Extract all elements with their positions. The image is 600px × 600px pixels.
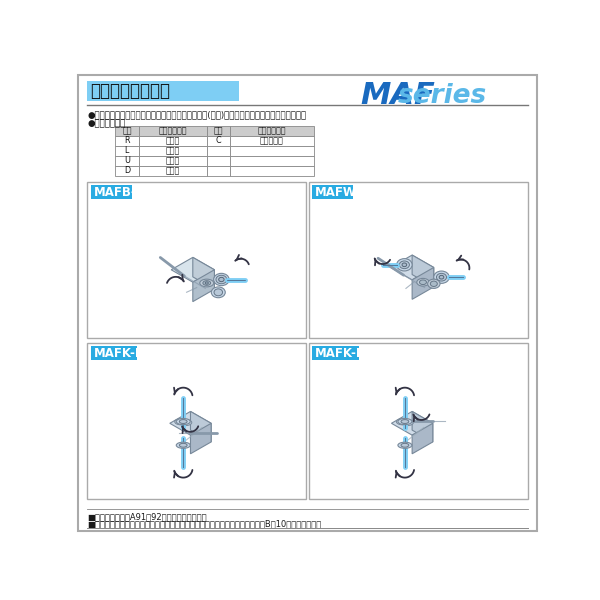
- Ellipse shape: [203, 281, 211, 286]
- Bar: [207, 166, 230, 176]
- Bar: [230, 136, 314, 146]
- Ellipse shape: [218, 277, 224, 281]
- Bar: [115, 156, 139, 166]
- Ellipse shape: [200, 279, 214, 287]
- Ellipse shape: [428, 279, 440, 289]
- Text: 左　側: 左 側: [166, 146, 180, 155]
- Text: 右　側: 右 側: [166, 136, 180, 145]
- Text: ●軸配置は入力軸またはモータを手前にして出力軸(青色)の出ている方向で決定して下さい。: ●軸配置は入力軸またはモータを手前にして出力軸(青色)の出ている方向で決定して下…: [88, 110, 307, 119]
- Bar: [88, 343, 306, 499]
- Polygon shape: [412, 412, 433, 442]
- Ellipse shape: [179, 443, 187, 447]
- Bar: [312, 185, 353, 199]
- Polygon shape: [412, 424, 433, 454]
- Polygon shape: [412, 255, 434, 287]
- Text: 出力軸両軸: 出力軸両軸: [260, 136, 284, 145]
- Bar: [88, 81, 239, 101]
- Text: U: U: [124, 157, 130, 166]
- Ellipse shape: [401, 419, 413, 425]
- Ellipse shape: [179, 419, 187, 424]
- Polygon shape: [193, 270, 214, 302]
- Ellipse shape: [398, 442, 412, 448]
- Bar: [207, 146, 230, 156]
- Text: MAFK-LC: MAFK-LC: [315, 347, 373, 359]
- Bar: [115, 126, 139, 136]
- Text: ■軸配置の詳細はA91・92を参照して下さい。: ■軸配置の詳細はA91・92を参照して下さい。: [88, 512, 207, 521]
- Text: 上　側: 上 側: [166, 157, 180, 166]
- Polygon shape: [193, 257, 214, 289]
- Text: R: R: [124, 136, 130, 145]
- Ellipse shape: [205, 282, 208, 284]
- Ellipse shape: [400, 261, 409, 269]
- Text: 出力軸の方向: 出力軸の方向: [158, 127, 187, 136]
- Bar: [139, 136, 207, 146]
- Bar: [207, 156, 230, 166]
- Ellipse shape: [179, 419, 192, 425]
- Text: MAFW-C: MAFW-C: [315, 185, 370, 199]
- Ellipse shape: [214, 289, 223, 296]
- Ellipse shape: [175, 419, 187, 425]
- Bar: [312, 346, 359, 360]
- Polygon shape: [391, 255, 434, 280]
- Text: ■特殊な取付状態については、当社へお問い合わせ下さい。なお、参考としてB－10をご覧下さい。: ■特殊な取付状態については、当社へお問い合わせ下さい。なお、参考としてB－10を…: [88, 520, 322, 529]
- Ellipse shape: [419, 280, 427, 284]
- Bar: [139, 126, 207, 136]
- Bar: [139, 156, 207, 166]
- Ellipse shape: [434, 271, 449, 283]
- Bar: [139, 166, 207, 176]
- Text: C: C: [215, 136, 221, 145]
- Text: ●軸配置の記号: ●軸配置の記号: [88, 119, 125, 128]
- Ellipse shape: [176, 442, 190, 448]
- Bar: [115, 146, 139, 156]
- Bar: [207, 126, 230, 136]
- Polygon shape: [170, 412, 211, 435]
- Bar: [230, 166, 314, 176]
- Polygon shape: [171, 257, 214, 282]
- Text: 記号: 記号: [214, 127, 223, 136]
- Ellipse shape: [398, 418, 412, 425]
- Text: MAFB-C: MAFB-C: [94, 185, 145, 199]
- Bar: [139, 146, 207, 156]
- Ellipse shape: [401, 419, 409, 424]
- Ellipse shape: [211, 287, 225, 298]
- Ellipse shape: [401, 443, 409, 447]
- Text: 軸配置と回転方向: 軸配置と回転方向: [90, 82, 170, 100]
- Ellipse shape: [417, 278, 429, 286]
- Ellipse shape: [402, 263, 407, 266]
- Bar: [115, 166, 139, 176]
- Bar: [115, 136, 139, 146]
- Bar: [309, 343, 527, 499]
- Ellipse shape: [397, 419, 409, 425]
- Ellipse shape: [430, 281, 437, 286]
- Polygon shape: [190, 424, 211, 454]
- Bar: [88, 182, 306, 338]
- Ellipse shape: [439, 275, 444, 279]
- Polygon shape: [412, 268, 434, 299]
- Ellipse shape: [214, 274, 229, 286]
- Text: D: D: [124, 166, 130, 175]
- Text: 下　側: 下 側: [166, 166, 180, 175]
- Text: L: L: [125, 146, 129, 155]
- Bar: [230, 156, 314, 166]
- Ellipse shape: [436, 274, 446, 281]
- Polygon shape: [190, 412, 211, 442]
- Bar: [230, 126, 314, 136]
- Bar: [91, 185, 132, 199]
- Text: 記号: 記号: [122, 127, 131, 136]
- Text: MAFK-RC: MAFK-RC: [94, 347, 154, 359]
- Text: series: series: [397, 83, 487, 109]
- Text: 出力軸の方向: 出力軸の方向: [257, 127, 286, 136]
- Bar: [309, 182, 527, 338]
- Bar: [207, 136, 230, 146]
- Bar: [230, 146, 314, 156]
- Polygon shape: [391, 412, 433, 435]
- Ellipse shape: [216, 275, 227, 284]
- Ellipse shape: [176, 418, 190, 425]
- Ellipse shape: [397, 259, 412, 271]
- Text: MAF: MAF: [360, 81, 435, 110]
- Bar: [91, 346, 137, 360]
